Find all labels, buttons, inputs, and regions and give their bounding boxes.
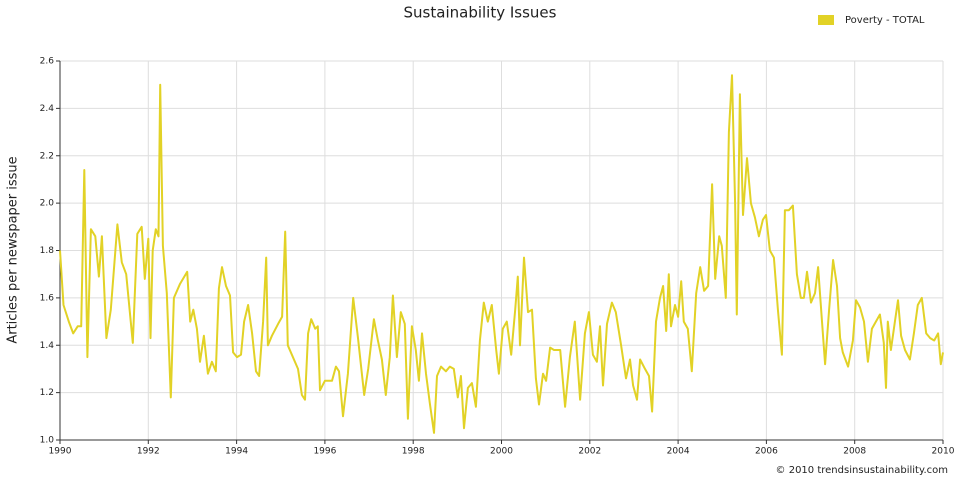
x-tick-label: 2000 bbox=[490, 447, 513, 457]
y-tick-label: 1.0 bbox=[40, 436, 55, 446]
x-tick-label: 2010 bbox=[932, 447, 955, 457]
x-tick-label: 2002 bbox=[578, 447, 601, 457]
x-tick-label: 2004 bbox=[667, 447, 690, 457]
legend-label: Poverty - TOTAL bbox=[845, 15, 925, 26]
chart-title: Sustainability Issues bbox=[404, 4, 557, 22]
y-tick-label: 2.2 bbox=[40, 151, 54, 161]
y-tick-label: 1.2 bbox=[40, 388, 54, 398]
x-tick-label: 1992 bbox=[137, 447, 160, 457]
legend-swatch bbox=[818, 15, 834, 25]
y-tick-label: 2.6 bbox=[40, 57, 55, 67]
y-tick-label: 2.0 bbox=[40, 199, 55, 209]
x-tick-label: 1998 bbox=[402, 447, 425, 457]
y-tick-label: 2.4 bbox=[40, 104, 55, 114]
y-tick-label: 1.6 bbox=[40, 293, 55, 303]
x-tick-label: 1994 bbox=[225, 447, 248, 457]
y-axis-label: Articles per newspaper issue bbox=[6, 156, 21, 343]
data-line bbox=[59, 74, 944, 434]
x-tick-label: 1996 bbox=[313, 447, 336, 457]
x-tick-label: 2006 bbox=[755, 447, 778, 457]
y-tick-label: 1.4 bbox=[40, 341, 55, 351]
x-tick-label: 1990 bbox=[49, 447, 72, 457]
source-credit: © 2010 trendsinsustainability.com bbox=[776, 465, 948, 476]
x-tick-label: 2008 bbox=[843, 447, 866, 457]
y-tick-label: 1.8 bbox=[40, 246, 55, 256]
